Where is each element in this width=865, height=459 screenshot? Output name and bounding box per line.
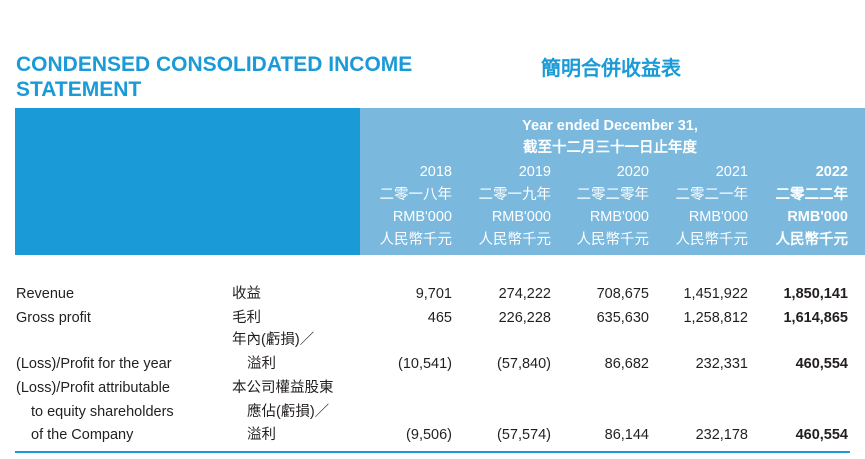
cell-value: 274,222	[498, 285, 551, 302]
column-year: 2021	[715, 163, 748, 180]
column-year-zh: 二零一八年	[379, 186, 453, 203]
row-label-zh: 溢利	[247, 426, 276, 443]
row-label: Gross profit	[16, 309, 91, 326]
period-en: Year ended December 31,	[522, 117, 698, 134]
cell-value: 1,258,812	[683, 309, 748, 326]
column-year-zh: 二零二零年	[576, 186, 650, 203]
row-label: (Loss)/Profit attributable	[16, 379, 170, 396]
row-label: Revenue	[16, 285, 75, 302]
cell-value: 1,614,865	[783, 309, 848, 326]
column-unit: RMB'000	[589, 209, 649, 226]
cell-value: 226,228	[498, 309, 551, 326]
column-unit: RMB'000	[787, 209, 848, 226]
column-unit: RMB'000	[392, 209, 452, 226]
column-unit-zh: 人民幣千元	[576, 231, 650, 248]
cell-value: 86,144	[604, 426, 649, 443]
column-year-zh: 二零二二年	[775, 186, 849, 203]
column-unit-zh: 人民幣千元	[379, 231, 453, 248]
period-zh: 截至十二月三十一日止年度	[523, 139, 697, 156]
cell-value: 1,451,922	[683, 285, 748, 302]
cell-value: 460,554	[795, 355, 848, 372]
cell-value: (57,574)	[496, 426, 551, 443]
title: CONDENSED CONSOLIDATED INCOME STATEMENT	[16, 53, 413, 101]
column-unit-zh: 人民幣千元	[675, 231, 749, 248]
cell-value: 708,675	[596, 285, 649, 302]
cell-value: (57,840)	[496, 355, 551, 372]
row-label: of the Company	[31, 426, 134, 443]
column-unit: RMB'000	[491, 209, 551, 226]
cell-value: 232,331	[695, 355, 748, 372]
rule	[15, 451, 850, 453]
cell-value: 465	[427, 309, 452, 326]
row-label-zh: 應佔(虧損)／	[247, 403, 330, 420]
row-label-zh: 溢利	[247, 355, 276, 372]
header-block	[15, 108, 360, 255]
cell-value: 9,701	[415, 285, 452, 302]
column-unit-zh: 人民幣千元	[775, 231, 849, 248]
cell-value: 86,682	[604, 355, 649, 372]
cell-value: 635,630	[596, 309, 649, 326]
column-unit-zh: 人民幣千元	[478, 231, 552, 248]
cell-value: (9,506)	[406, 426, 452, 443]
column-year-zh: 二零二一年	[675, 186, 749, 203]
column-year: 2022	[815, 163, 848, 180]
header-block	[360, 108, 865, 255]
title-zh: 簡明合併收益表	[541, 58, 681, 80]
row-label-zh: 本公司權益股東	[232, 379, 334, 396]
row-label-zh: 年內(虧損)／	[232, 331, 315, 348]
cell-value: 460,554	[795, 426, 848, 443]
row-label: to equity shareholders	[31, 403, 174, 420]
column-year: 2018	[419, 163, 452, 180]
row-label-zh: 收益	[232, 285, 261, 302]
column-year: 2020	[616, 163, 649, 180]
cell-value: 1,850,141	[783, 285, 848, 302]
row-label: (Loss)/Profit for the year	[16, 355, 172, 372]
cell-value: (10,541)	[397, 355, 452, 372]
column-year-zh: 二零一九年	[478, 186, 552, 203]
cell-value: 232,178	[695, 426, 748, 443]
row-label-zh: 毛利	[232, 309, 261, 326]
column-unit: RMB'000	[688, 209, 748, 226]
column-year: 2019	[518, 163, 551, 180]
